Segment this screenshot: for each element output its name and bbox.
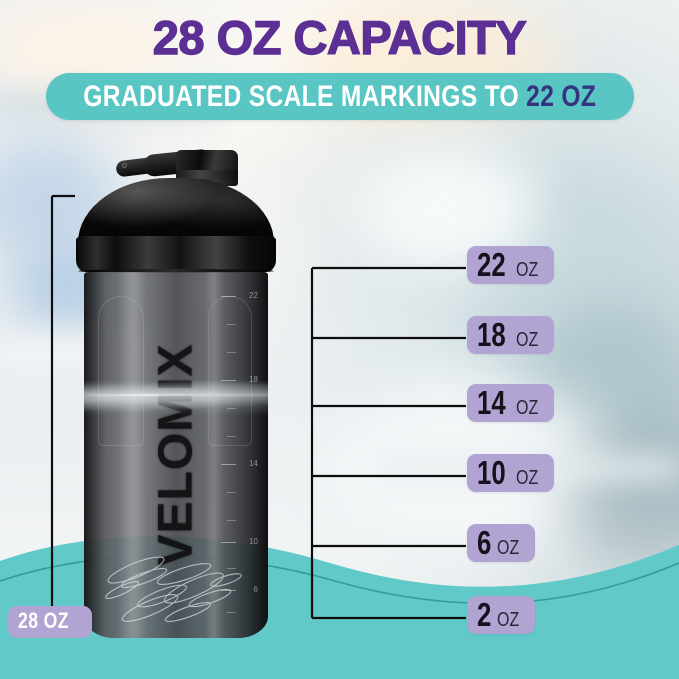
- graduation-badge-number: 22: [477, 248, 506, 281]
- graduation-badge: 18 OZ: [467, 316, 554, 354]
- graduation-badge-unit: OZ: [497, 538, 519, 558]
- bottle-scale-number: 22: [249, 291, 258, 300]
- graduation-badge-number: 18: [477, 318, 506, 351]
- water-splash: [92, 544, 260, 628]
- water-surface: [84, 380, 268, 416]
- subtitle-pill: GRADUATED SCALE MARKINGS TO 22 OZ: [46, 73, 634, 120]
- graduation-badge-number: 2: [477, 598, 491, 631]
- graduation-badge-unit: OZ: [516, 468, 538, 488]
- capacity-leader-line: [40, 188, 110, 638]
- capacity-badge: 28 OZ: [8, 606, 92, 638]
- capacity-badge-label: 28 OZ: [18, 610, 69, 632]
- graduation-badge-unit: OZ: [516, 330, 538, 350]
- bottle-scale-number: 14: [249, 459, 258, 468]
- subtitle-prefix: GRADUATED SCALE MARKINGS TO: [84, 80, 527, 113]
- product-infographic: 22 18 14 10 6 VELOMIX: [0, 0, 679, 679]
- graduation-badge: 10 OZ: [467, 454, 554, 492]
- subtitle-text: GRADUATED SCALE MARKINGS TO 22 OZ: [84, 80, 597, 114]
- bottle-body: 22 18 14 10 6 VELOMIX: [84, 272, 268, 638]
- graduation-badge-number: 10: [477, 456, 506, 489]
- brand-logo-text: VELOMIX: [149, 343, 204, 566]
- page-title: 28 OZ CAPACITY: [0, 13, 679, 62]
- graduation-badge: 14 OZ: [467, 384, 554, 422]
- graduation-badge: 6 OZ: [467, 524, 535, 562]
- graduation-badge-unit: OZ: [516, 398, 538, 418]
- graduation-badge-number: 6: [477, 526, 491, 559]
- graduation-badge: 22 OZ: [467, 246, 554, 284]
- graduation-badge-unit: OZ: [497, 610, 519, 630]
- graduation-badge-number: 14: [477, 386, 506, 419]
- graduation-badge-unit: OZ: [516, 260, 538, 280]
- graduation-badge: 2 OZ: [467, 596, 535, 634]
- subtitle-accent: 22 OZ: [526, 80, 596, 113]
- callout-leader-lines: [300, 250, 500, 640]
